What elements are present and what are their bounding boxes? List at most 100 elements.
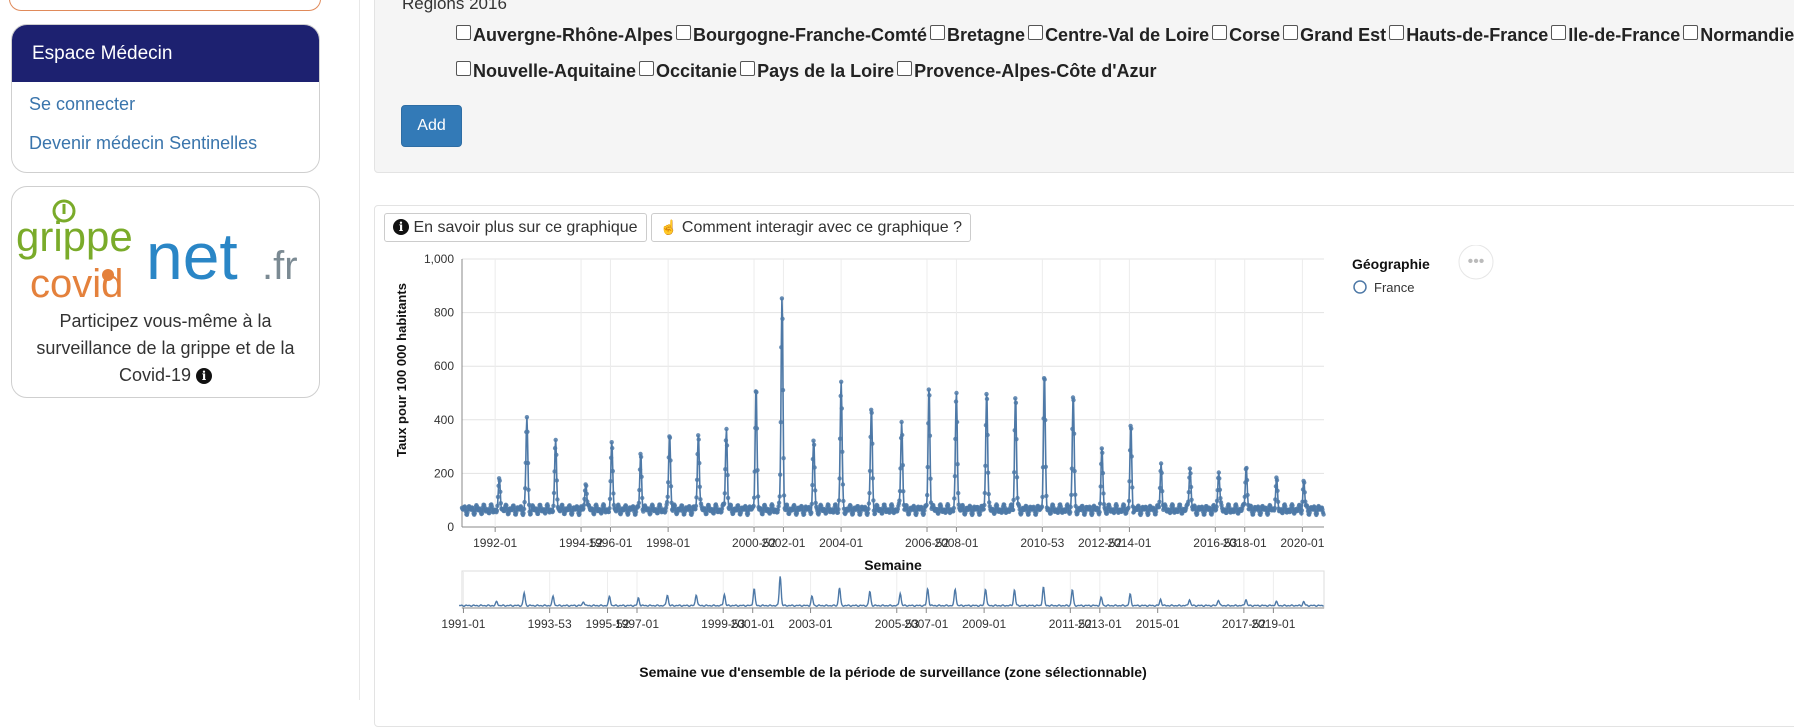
overview-chart[interactable] [458, 570, 1325, 609]
data-point [1244, 477, 1250, 483]
checkbox[interactable] [456, 61, 471, 76]
become-sentinel-link[interactable]: Devenir médecin Sentinelles [29, 133, 258, 153]
checkbox[interactable] [1028, 25, 1044, 40]
ellipsis-icon: ••• [1468, 253, 1485, 270]
region-checkbox-hauts-de-france[interactable]: Hauts-de-France [1389, 25, 1548, 45]
data-point [841, 498, 846, 504]
region-checkbox-bretagne[interactable]: Bretagne [930, 25, 1025, 45]
data-point [695, 451, 700, 457]
region-checkbox-bourgogne-franche-comt-[interactable]: Bourgogne-Franche-Comté [676, 25, 927, 45]
region-label: Ile-de-France [1568, 25, 1681, 45]
data-point [553, 437, 558, 443]
data-point [1114, 503, 1119, 509]
grippenet-panel[interactable]: grippe covid net .fr Participez vous-mêm… [11, 186, 320, 398]
data-point [525, 460, 531, 466]
data-point [1218, 496, 1223, 501]
region-checkbox-nouvelle-aquitaine[interactable]: Nouvelle-Aquitaine [456, 61, 636, 81]
data-point [584, 483, 589, 488]
chart-info-button[interactable]: i En savoir plus sur ce graphique [384, 213, 647, 242]
region-checkbox-ile-de-france[interactable]: Ile-de-France [1551, 25, 1680, 45]
data-point [983, 463, 988, 468]
region-label: Grand Est [1300, 25, 1387, 45]
data-point [1072, 468, 1077, 474]
checkbox[interactable] [1389, 25, 1405, 40]
checkbox[interactable] [456, 25, 471, 40]
checkbox[interactable] [1551, 25, 1567, 40]
data-point [522, 499, 527, 505]
region-checkbox-provence-alpes-c-te-d-azur[interactable]: Provence-Alpes-Côte d'Azur [897, 61, 1156, 81]
legend-symbol-france[interactable] [1353, 280, 1367, 294]
data-point [925, 464, 930, 470]
data-point [1073, 503, 1078, 509]
region-checkbox-grand-est[interactable]: Grand Est [1283, 25, 1386, 45]
data-point [694, 477, 700, 482]
data-point [776, 500, 782, 505]
data-point [983, 423, 989, 428]
region-checkbox-pays-de-la-loire[interactable]: Pays de la Loire [740, 61, 894, 81]
data-point [722, 501, 727, 506]
data-point [606, 509, 612, 515]
info-circle-icon[interactable]: i [196, 368, 213, 384]
region-checkbox-normandie[interactable]: Normandie [1683, 25, 1794, 45]
data-point [581, 502, 587, 508]
checkbox[interactable] [930, 25, 946, 40]
region-checkbox-centre-val-de-loire[interactable]: Centre-Val de Loire [1028, 25, 1209, 45]
data-point [633, 509, 639, 515]
data-point [1099, 446, 1104, 451]
checkbox[interactable] [1283, 25, 1299, 40]
data-point [667, 435, 673, 440]
data-point [1068, 504, 1073, 510]
data-point [609, 440, 614, 445]
overview-tick-label: 2001-01 [731, 617, 775, 631]
checkbox[interactable] [676, 25, 692, 40]
data-point [1071, 431, 1077, 436]
data-point [778, 472, 783, 477]
region-label: Bretagne [947, 25, 1026, 45]
data-point [953, 436, 958, 442]
data-point [928, 476, 933, 481]
data-point [1043, 417, 1048, 423]
region-checkbox-corse[interactable]: Corse [1212, 25, 1280, 45]
data-point [1015, 495, 1020, 501]
checkbox[interactable] [740, 61, 756, 76]
checkbox[interactable] [1683, 25, 1699, 40]
data-point [839, 379, 844, 384]
data-point [1017, 504, 1022, 509]
data-point [754, 390, 759, 395]
data-point [592, 510, 597, 515]
add-button[interactable]: Add [401, 105, 462, 147]
data-point [1100, 450, 1105, 455]
grippenet-logo[interactable]: grippe covid net .fr [12, 187, 319, 307]
legend-label-france[interactable]: France [1374, 280, 1414, 295]
data-point [914, 510, 919, 516]
region-checkbox-auvergne-rh-ne-alpes[interactable]: Auvergne-Rhône-Alpes [456, 25, 673, 45]
data-point [778, 420, 783, 425]
checkbox[interactable] [1212, 25, 1228, 40]
data-point [1127, 479, 1132, 484]
checkbox[interactable] [639, 61, 655, 76]
logo-ring [52, 199, 76, 223]
x-tick-label: 2014-01 [1107, 536, 1151, 550]
checkbox[interactable] [897, 61, 913, 76]
data-point [1130, 485, 1135, 490]
data-point [672, 503, 678, 508]
chart-menu-button[interactable] [1458, 245, 1494, 280]
data-point [1101, 491, 1106, 496]
data-point [755, 468, 760, 473]
overview-tick-label: 2019-01 [1251, 617, 1295, 631]
data-point [724, 443, 730, 448]
chart-interaction-help-button[interactable]: ☝ Comment interagir avec ce graphique ? [651, 213, 972, 242]
data-point [927, 433, 933, 438]
data-point [837, 476, 842, 481]
incidence-chart[interactable]: 0 200 400 600 800 1,000 1992-01 1994-521996-01… [384, 245, 1764, 685]
data-point [755, 494, 761, 499]
data-point [985, 432, 990, 438]
x-tick-label: 2006-52 [905, 536, 949, 550]
region-checkbox-occitanie[interactable]: Occitanie [639, 61, 737, 81]
login-link[interactable]: Se connecter [29, 94, 136, 114]
data-point [550, 508, 556, 514]
data-point [901, 489, 906, 494]
data-point [1070, 426, 1075, 432]
region-label: Auvergne-Rhône-Alpes [473, 25, 674, 45]
region-label: Centre-Val de Loire [1045, 25, 1210, 45]
